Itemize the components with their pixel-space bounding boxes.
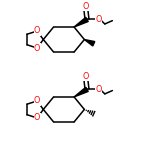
Text: O: O <box>34 96 40 105</box>
Text: O: O <box>34 26 40 35</box>
Text: O: O <box>83 72 89 81</box>
Text: O: O <box>96 85 102 94</box>
Text: O: O <box>83 2 89 11</box>
Text: O: O <box>34 114 40 123</box>
Polygon shape <box>74 17 88 27</box>
Polygon shape <box>74 87 88 97</box>
Text: O: O <box>96 15 102 24</box>
Polygon shape <box>84 40 95 46</box>
Text: O: O <box>34 44 40 53</box>
